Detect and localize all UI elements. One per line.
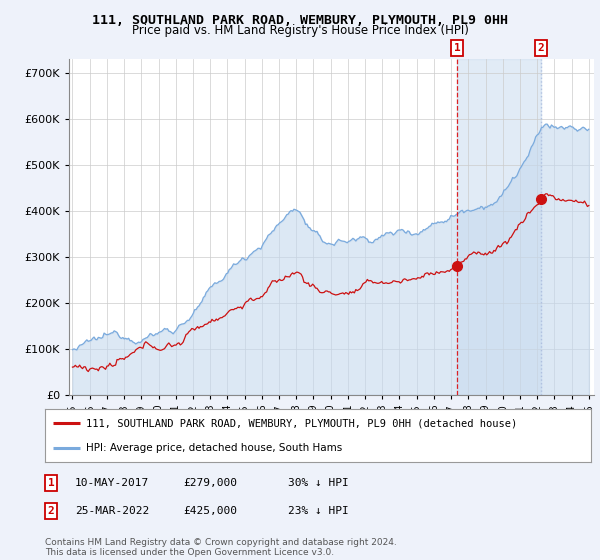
Bar [457,59,541,395]
Text: HPI: Average price, detached house, South Hams: HPI: Average price, detached house, Sout… [86,442,342,452]
Text: Contains HM Land Registry data © Crown copyright and database right 2024.
This d: Contains HM Land Registry data © Crown c… [45,538,397,557]
Text: 23% ↓ HPI: 23% ↓ HPI [288,506,349,516]
Text: 1: 1 [47,478,55,488]
Text: 1: 1 [454,43,461,53]
Text: £279,000: £279,000 [183,478,237,488]
Text: 2: 2 [47,506,55,516]
Text: 25-MAR-2022: 25-MAR-2022 [75,506,149,516]
Text: 111, SOUTHLAND PARK ROAD, WEMBURY, PLYMOUTH, PL9 0HH (detached house): 111, SOUTHLAND PARK ROAD, WEMBURY, PLYMO… [86,418,517,428]
Text: 2: 2 [538,43,545,53]
Text: Price paid vs. HM Land Registry's House Price Index (HPI): Price paid vs. HM Land Registry's House … [131,24,469,37]
Text: 10-MAY-2017: 10-MAY-2017 [75,478,149,488]
Text: 30% ↓ HPI: 30% ↓ HPI [288,478,349,488]
Text: £425,000: £425,000 [183,506,237,516]
Text: 111, SOUTHLAND PARK ROAD, WEMBURY, PLYMOUTH, PL9 0HH: 111, SOUTHLAND PARK ROAD, WEMBURY, PLYMO… [92,14,508,27]
